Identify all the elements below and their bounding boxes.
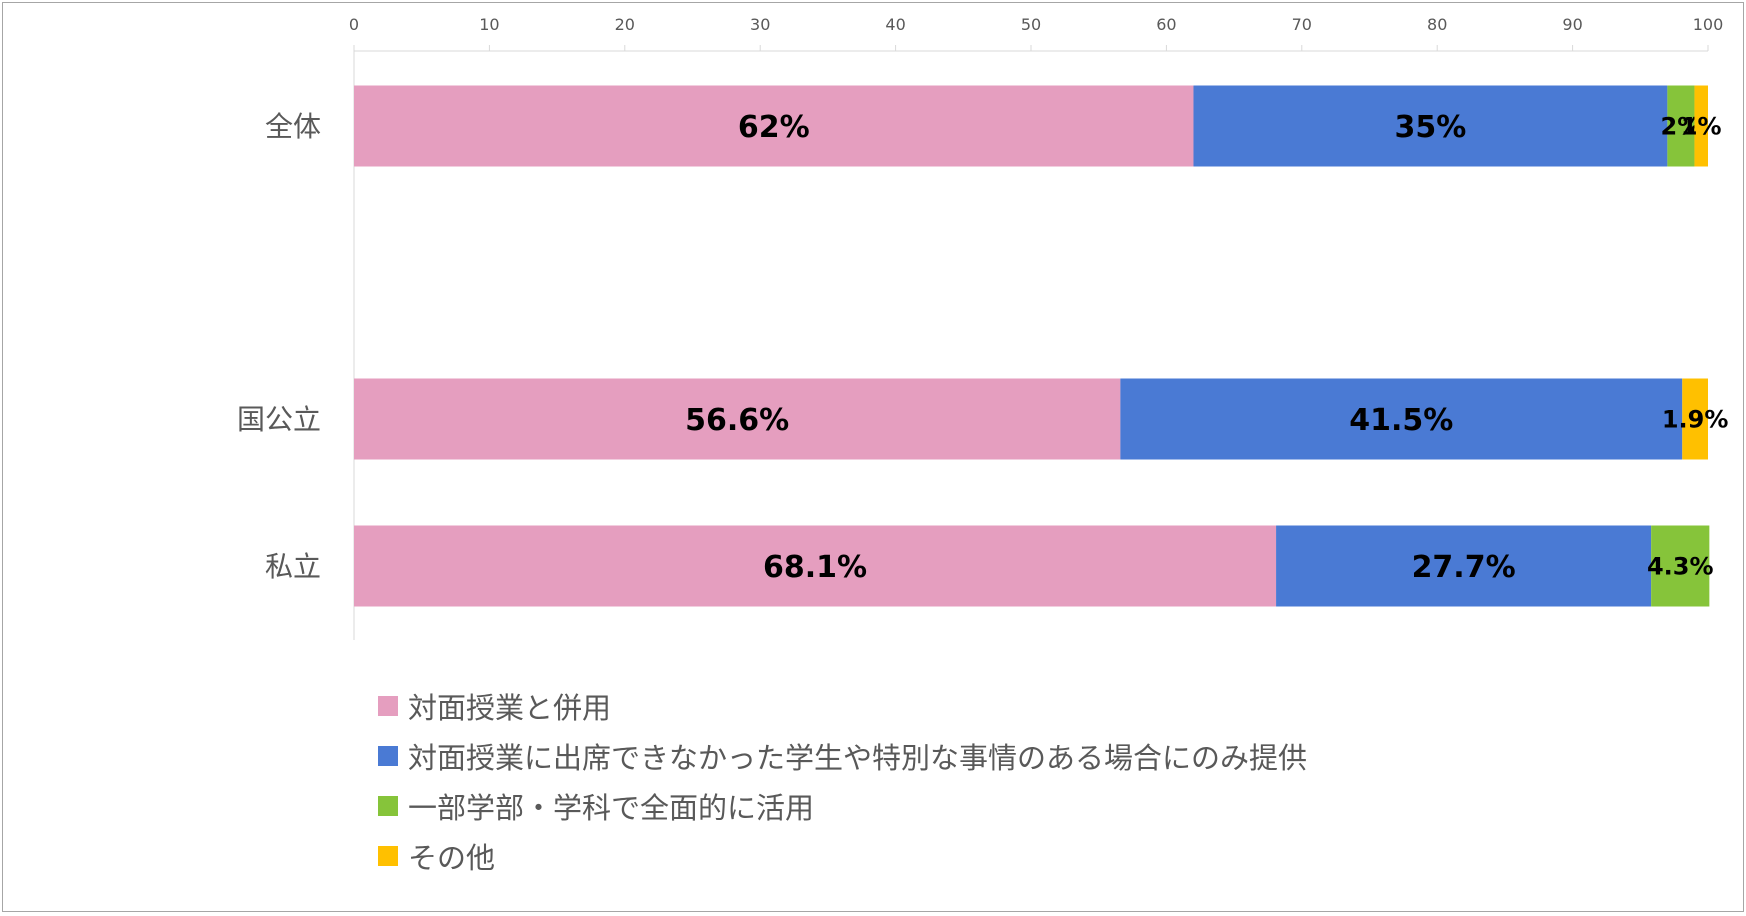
bar-segment	[1694, 85, 1708, 167]
data-label: 1.9%	[1662, 406, 1729, 434]
legend-item: 対面授業と併用	[378, 681, 1307, 731]
x-tick-label: 60	[1156, 15, 1176, 34]
bar-segment	[1667, 85, 1695, 167]
data-label: 62%	[738, 110, 810, 145]
legend-swatch	[378, 846, 398, 866]
bar-segment	[354, 85, 1194, 167]
x-tick-label: 20	[615, 15, 635, 34]
category-label: 全体	[265, 110, 321, 143]
legend-label: その他	[408, 841, 496, 875]
legend: 対面授業と併用対面授業に出席できなかった学生や特別な事情のある場合にのみ提供 一部…	[378, 681, 1307, 881]
legend-swatch	[378, 746, 398, 766]
x-tick-label: 10	[479, 15, 499, 34]
data-label: 35%	[1395, 110, 1467, 145]
x-tick-label: 100	[1693, 15, 1724, 34]
bar-segment	[354, 525, 1277, 607]
data-label: 4.3%	[1647, 553, 1714, 581]
bar-segment	[1193, 85, 1668, 167]
x-tick-label: 40	[885, 15, 905, 34]
data-label: 41.5%	[1349, 403, 1453, 438]
data-label: 1%	[1681, 113, 1722, 141]
bar-segment	[1682, 378, 1708, 460]
bar-segment	[1651, 525, 1710, 607]
legend-swatch	[378, 796, 398, 816]
legend-item: その他	[378, 831, 1307, 881]
x-tick-label: 90	[1562, 15, 1582, 34]
legend-item: 対面授業に出席できなかった学生や特別な事情のある場合にのみ提供	[378, 731, 1307, 781]
x-tick-label: 50	[1021, 15, 1041, 34]
legend-item: 一部学部・学科で全面的に活用	[378, 781, 1307, 831]
legend-swatch	[378, 696, 398, 716]
category-label: 私立	[265, 550, 321, 583]
x-tick-label: 0	[349, 15, 359, 34]
data-label: 27.7%	[1412, 550, 1516, 585]
bar-segment	[1276, 525, 1652, 607]
category-label: 国公立	[237, 403, 321, 436]
x-tick-label: 80	[1427, 15, 1447, 34]
legend-label: 一部学部・学科で全面的に活用	[408, 791, 815, 825]
legend-label: 対面授業と併用	[408, 691, 612, 725]
data-label: 68.1%	[763, 550, 867, 585]
legend-label: 対面授業に出席できなかった学生や特別な事情のある場合にのみ提供	[408, 741, 1308, 775]
bar-segment	[354, 378, 1121, 460]
x-tick-label: 70	[1292, 15, 1312, 34]
data-label: 56.6%	[685, 403, 789, 438]
x-tick-label: 30	[750, 15, 770, 34]
bar-segment	[1120, 378, 1683, 460]
